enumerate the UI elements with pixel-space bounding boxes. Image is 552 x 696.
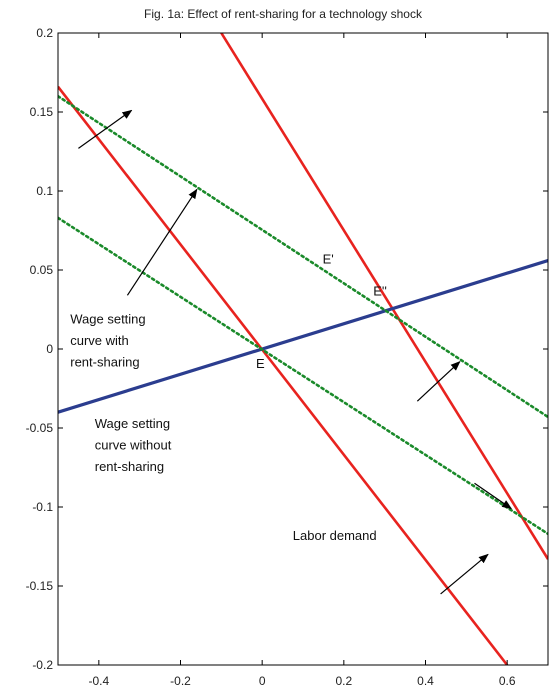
x-tick-label: 0.4 bbox=[417, 674, 434, 688]
y-tick-label: 0.1 bbox=[36, 184, 53, 198]
series-line-labor1 bbox=[58, 85, 509, 665]
y-tick-label: -0.05 bbox=[26, 421, 54, 435]
annotation-arrow-4 bbox=[440, 553, 489, 595]
annotation-labor-demand: Labor demand bbox=[293, 528, 377, 543]
series-line-rent1 bbox=[58, 216, 548, 536]
chart-title: Fig. 1a: Effect of rent-sharing for a te… bbox=[144, 7, 423, 21]
x-tick-label: 0 bbox=[259, 674, 266, 688]
plot-area: 0.2 0.15 0.1 0.05 0 -0.05 -0.1 -0.15 -0.2 -0.4 -0.… bbox=[26, 26, 549, 688]
series-line-wage_no_rent bbox=[58, 258, 548, 414]
y-tick-label: 0.15 bbox=[30, 105, 54, 119]
y-tick-label: 0.05 bbox=[30, 263, 54, 277]
x-tick-label: 0.2 bbox=[335, 674, 352, 688]
y-tick-label: -0.2 bbox=[32, 658, 53, 672]
annotation-wage-no-rent-line: rent-sharing bbox=[95, 459, 164, 474]
annotation-wage-rent-line: curve with bbox=[70, 333, 129, 348]
annotation-arrow-3 bbox=[416, 360, 461, 402]
y-tick-label: -0.15 bbox=[26, 579, 54, 593]
annotation-e1: E' bbox=[323, 252, 334, 267]
annotation-arrow-1 bbox=[78, 109, 133, 149]
y-tick-label: -0.1 bbox=[32, 500, 53, 514]
series-line-rent2 bbox=[58, 94, 548, 419]
annotation-arrow-5 bbox=[474, 482, 513, 510]
x-tick-label: -0.4 bbox=[88, 674, 109, 688]
annotation-e: E bbox=[256, 356, 265, 371]
annotation-e2: E'' bbox=[373, 283, 387, 298]
annotation-wage-rent-line: rent-sharing bbox=[70, 355, 139, 370]
x-tick-label: 0.6 bbox=[499, 674, 516, 688]
x-tick-label: -0.2 bbox=[170, 674, 191, 688]
series-line-labor2 bbox=[220, 33, 548, 560]
annotation-arrow-2 bbox=[126, 188, 198, 296]
y-tick-label: 0 bbox=[46, 342, 53, 356]
annotation-wage-no-rent-line: Wage setting bbox=[95, 416, 170, 431]
annotation-wage-no-rent-line: curve without bbox=[95, 437, 172, 452]
plot-frame bbox=[57, 32, 549, 666]
annotation-wage-rent-line: Wage setting bbox=[70, 312, 145, 327]
y-tick-label: 0.2 bbox=[36, 26, 53, 40]
